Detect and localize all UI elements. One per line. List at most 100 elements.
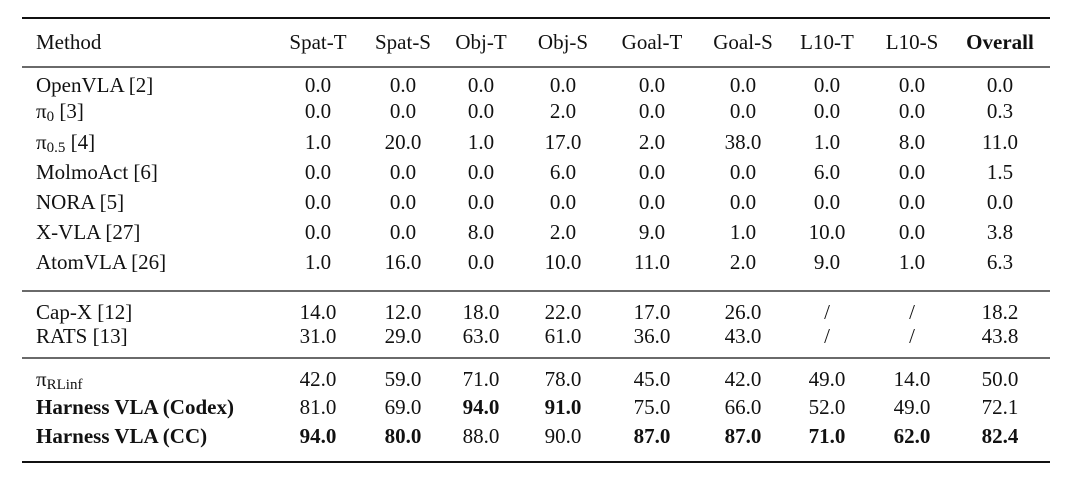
- score-cell: 14.0: [300, 300, 337, 324]
- method-name: OpenVLA [2]: [36, 73, 153, 97]
- score-cell: 11.0: [982, 130, 1018, 154]
- score-cell: 0.0: [899, 190, 925, 214]
- score-cell: 0.0: [390, 73, 416, 97]
- score-cell: 45.0: [634, 367, 671, 391]
- method-name: NORA [5]: [36, 190, 124, 214]
- score-cell: 2.0: [639, 130, 665, 154]
- score-cell: 22.0: [545, 300, 582, 324]
- method-name: Harness VLA (CC): [36, 424, 207, 448]
- score-cell: 0.0: [987, 73, 1013, 97]
- score-cell: 63.0: [463, 324, 500, 348]
- method-text: Cap-X [12]: [36, 300, 132, 324]
- score-cell: 69.0: [385, 395, 422, 419]
- score-cell: 87.0: [634, 424, 671, 448]
- method-name: π0.5 [4]: [36, 130, 95, 157]
- score-cell: 17.0: [545, 130, 582, 154]
- method-name: X-VLA [27]: [36, 220, 140, 244]
- score-cell: 78.0: [545, 367, 582, 391]
- score-cell: 0.0: [814, 73, 840, 97]
- score-cell: 42.0: [300, 367, 337, 391]
- score-cell: 6.3: [987, 250, 1013, 274]
- score-cell: 0.0: [305, 190, 331, 214]
- score-cell: 43.8: [982, 324, 1019, 348]
- score-cell: 0.0: [468, 250, 494, 274]
- column-header: L10-S: [886, 30, 939, 54]
- score-cell: 90.0: [545, 424, 582, 448]
- score-cell: 80.0: [385, 424, 422, 448]
- score-cell: 66.0: [725, 395, 762, 419]
- method-text: Harness VLA (Codex): [36, 395, 234, 419]
- method-text: π: [36, 99, 47, 123]
- score-cell: 0.0: [390, 220, 416, 244]
- score-cell: 82.4: [982, 424, 1019, 448]
- method-reference: [3]: [54, 99, 84, 123]
- score-cell: 0.0: [639, 99, 665, 123]
- score-cell: 9.0: [814, 250, 840, 274]
- method-name: MolmoAct [6]: [36, 160, 158, 184]
- score-cell: /: [909, 324, 915, 348]
- score-cell: 88.0: [463, 424, 500, 448]
- method-text: AtomVLA [26]: [36, 250, 166, 274]
- score-cell: 31.0: [300, 324, 337, 348]
- score-cell: 0.0: [814, 190, 840, 214]
- column-header: Spat-T: [289, 30, 346, 54]
- column-header: Obj-S: [538, 30, 588, 54]
- method-name: Harness VLA (Codex): [36, 395, 234, 419]
- score-cell: 10.0: [545, 250, 582, 274]
- score-cell: 6.0: [814, 160, 840, 184]
- score-cell: 16.0: [385, 250, 422, 274]
- score-cell: /: [909, 300, 915, 324]
- score-cell: 8.0: [468, 220, 494, 244]
- column-header: Spat-S: [375, 30, 431, 54]
- method-name: RATS [13]: [36, 324, 128, 348]
- method-text: Harness VLA (CC): [36, 424, 207, 448]
- method-text: NORA [5]: [36, 190, 124, 214]
- score-cell: 0.0: [390, 190, 416, 214]
- column-header: Obj-T: [455, 30, 506, 54]
- score-cell: 1.5: [987, 160, 1013, 184]
- column-header: Goal-T: [622, 30, 683, 54]
- score-cell: 1.0: [899, 250, 925, 274]
- score-cell: 75.0: [634, 395, 671, 419]
- score-cell: 0.0: [899, 73, 925, 97]
- score-cell: 0.0: [305, 73, 331, 97]
- method-name: AtomVLA [26]: [36, 250, 166, 274]
- score-cell: 0.0: [550, 190, 576, 214]
- score-cell: 20.0: [385, 130, 422, 154]
- method-subscript: 0.5: [47, 140, 66, 156]
- score-cell: 2.0: [730, 250, 756, 274]
- score-cell: 0.0: [987, 190, 1013, 214]
- score-cell: 43.0: [725, 324, 762, 348]
- score-cell: 91.0: [545, 395, 582, 419]
- score-cell: 0.0: [730, 73, 756, 97]
- method-text: π: [36, 367, 47, 391]
- score-cell: 0.0: [639, 190, 665, 214]
- method-subscript: RLinf: [47, 377, 83, 393]
- method-text: OpenVLA [2]: [36, 73, 153, 97]
- score-cell: 61.0: [545, 324, 582, 348]
- score-cell: 0.0: [305, 160, 331, 184]
- method-text: MolmoAct [6]: [36, 160, 158, 184]
- score-cell: 0.3: [987, 99, 1013, 123]
- score-cell: 81.0: [300, 395, 337, 419]
- score-cell: 0.0: [390, 160, 416, 184]
- method-text: π: [36, 130, 47, 154]
- score-cell: 36.0: [634, 324, 671, 348]
- method-reference: [4]: [65, 130, 95, 154]
- score-cell: 71.0: [809, 424, 846, 448]
- score-cell: 87.0: [725, 424, 762, 448]
- score-cell: 0.0: [390, 99, 416, 123]
- column-header: L10-T: [800, 30, 854, 54]
- column-header: Goal-S: [713, 30, 773, 54]
- score-cell: 49.0: [809, 367, 846, 391]
- score-cell: 26.0: [725, 300, 762, 324]
- score-cell: 0.0: [899, 99, 925, 123]
- score-cell: 0.0: [899, 160, 925, 184]
- score-cell: 18.2: [982, 300, 1019, 324]
- score-cell: 62.0: [894, 424, 931, 448]
- method-name: πRLinf: [36, 367, 82, 394]
- method-text: X-VLA [27]: [36, 220, 140, 244]
- method-name: Cap-X [12]: [36, 300, 132, 324]
- score-cell: 0.0: [468, 73, 494, 97]
